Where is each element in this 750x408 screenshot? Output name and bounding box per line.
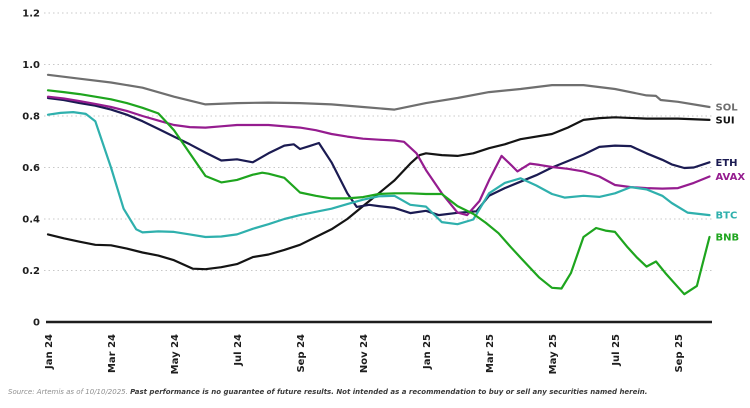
source-disclaimer: Source: Artemis as of 10/10/2025. Past p… [8, 388, 748, 396]
x-tick-label: Sep 25 [674, 334, 685, 373]
series-line-avax [46, 95, 711, 217]
series-label-avax: AVAX [716, 172, 746, 183]
x-tick-label: Sep 24 [296, 334, 307, 373]
x-tick-label: May 25 [548, 334, 559, 374]
series-line-sol [46, 73, 711, 111]
y-tick-label: 1.2 [22, 9, 40, 20]
y-tick-label: 1.0 [22, 60, 40, 71]
disclaimer-text: Past performance is no guarantee of futu… [130, 388, 648, 396]
series-line-eth [46, 96, 711, 217]
x-tick-label: Jul 25 [611, 334, 622, 367]
series-label-btc: BTC [716, 211, 738, 222]
line-chart-canvas: 1.2 1.0 0.8 0.6 0.4 0.2 0 Jan 24 Mar 24 May 24 Jul… [22, 9, 746, 375]
series-line-bnb [46, 89, 711, 296]
series-label-sui: SUI [716, 115, 735, 126]
x-tick-label: Jan 24 [44, 334, 55, 370]
x-tick-label: Jan 25 [422, 334, 433, 370]
x-tick-label: Mar 25 [485, 334, 496, 373]
series-label-eth: ETH [716, 158, 738, 169]
series-label-bnb: BNB [716, 233, 740, 244]
y-tick-label: 0.6 [22, 163, 40, 174]
series-line-btc [46, 110, 711, 239]
series-line-sui [46, 116, 711, 271]
x-tick-label: Jul 24 [233, 334, 244, 367]
series-label-sol: SOL [716, 102, 739, 113]
y-tick-label: 0.2 [22, 266, 40, 277]
x-tick-label: Nov 24 [359, 334, 370, 373]
y-tick-label: 0.8 [22, 112, 40, 123]
y-tick-label: 0 [33, 318, 40, 329]
source-text: Source: Artemis as of 10/10/2025. [8, 388, 128, 396]
x-tick-label: May 24 [170, 334, 181, 374]
y-tick-label: 0.4 [22, 215, 40, 226]
x-tick-label: Mar 24 [107, 334, 118, 373]
